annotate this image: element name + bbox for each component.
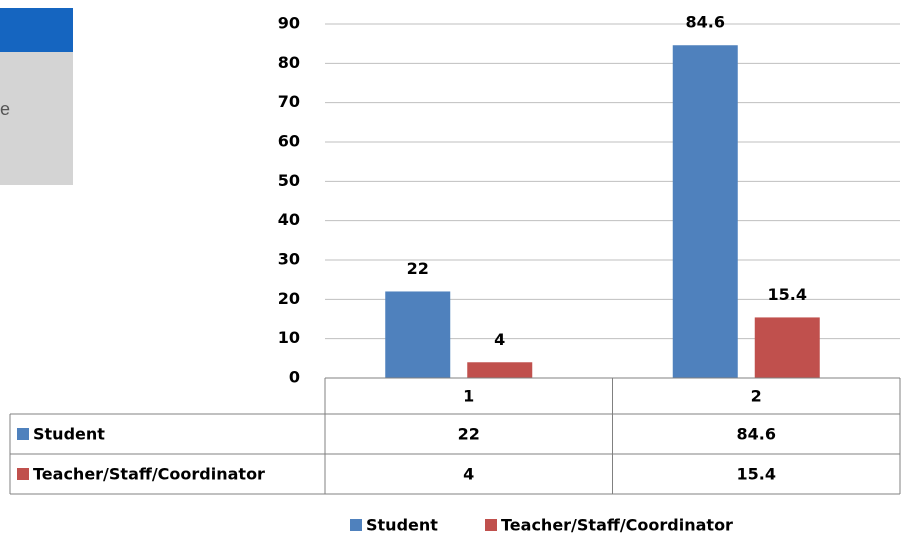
bar — [467, 362, 533, 378]
table-legend-key — [17, 468, 29, 480]
table-legend-key — [17, 428, 29, 440]
y-tick-label: 80 — [278, 53, 300, 72]
table-cell: 15.4 — [737, 465, 776, 484]
data-label: 84.6 — [686, 13, 725, 32]
data-label: 4 — [494, 330, 505, 349]
x-tick-label: 2 — [751, 387, 762, 406]
ui-panel-text: e — [0, 99, 10, 119]
y-tick-label: 20 — [278, 289, 300, 308]
table-cell: 4 — [463, 465, 474, 484]
legend-label: Student — [366, 516, 438, 535]
bar — [754, 317, 820, 378]
bar — [672, 45, 738, 379]
y-tick-label: 0 — [289, 368, 300, 387]
y-tick-label: 40 — [278, 210, 300, 229]
y-tick-label: 10 — [278, 328, 300, 347]
y-tick-label: 50 — [278, 171, 300, 190]
data-label: 22 — [407, 259, 429, 278]
legend-key — [485, 519, 497, 531]
table-row-label: Teacher/Staff/Coordinator — [33, 465, 265, 484]
x-tick-label: 1 — [463, 387, 474, 406]
table-cell: 84.6 — [737, 425, 776, 444]
y-tick-label: 90 — [278, 14, 300, 33]
y-tick-label: 60 — [278, 132, 300, 151]
y-tick-label: 70 — [278, 92, 300, 111]
bar — [385, 291, 451, 378]
legend-label: Teacher/Staff/Coordinator — [501, 516, 733, 535]
ui-panel — [0, 52, 73, 185]
data-label: 15.4 — [768, 285, 807, 304]
y-tick-label: 30 — [278, 250, 300, 269]
table-cell: 22 — [458, 425, 480, 444]
ui-header-bar — [0, 8, 73, 52]
legend-key — [350, 519, 362, 531]
table-row-label: Student — [33, 425, 105, 444]
